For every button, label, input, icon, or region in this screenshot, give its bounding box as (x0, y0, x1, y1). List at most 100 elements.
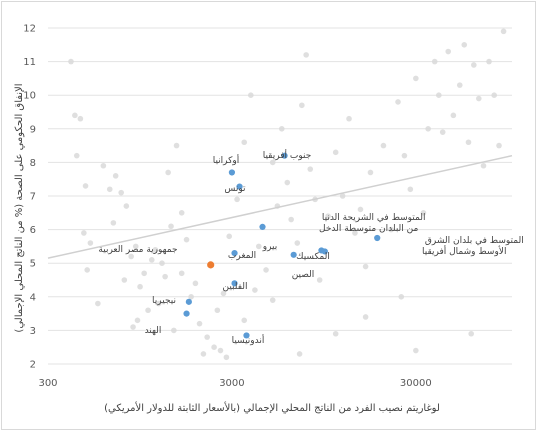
background-point-18 (137, 283, 143, 290)
point-1 (228, 169, 236, 176)
label-tunisia: تونس (224, 184, 246, 194)
background-point-33 (196, 320, 203, 327)
background-point-75 (445, 48, 452, 55)
trendline (47, 154, 513, 259)
background-point-49 (288, 216, 294, 223)
background-point-64 (380, 142, 387, 149)
y-axis-ticks: 2 3 4 5 6 7 8 9 10 11 12 (23, 24, 36, 371)
background-point-8 (95, 300, 101, 307)
background-point-66 (395, 99, 401, 105)
background-point-55 (316, 277, 323, 283)
background-point-91 (332, 330, 339, 337)
background-point-77 (456, 82, 463, 88)
background-point-65 (388, 226, 394, 233)
label-mena-average: المتوسط في بلدان الشرق الأوسط وشمال أفري… (422, 236, 524, 257)
background-point-7 (84, 267, 90, 273)
x-tick-3000: 3000 (219, 378, 244, 389)
background-point-53 (307, 166, 314, 172)
background-point-50 (294, 240, 301, 246)
label-egypt: جمهورية مصر العربية (98, 245, 177, 255)
background-point-71 (425, 126, 431, 132)
y-tick-9: 9 (30, 124, 36, 135)
background-point-17 (121, 277, 128, 283)
background-point-63 (367, 169, 374, 176)
background-point-13 (110, 220, 117, 226)
background-point-89 (398, 294, 405, 300)
background-point-84 (491, 92, 497, 98)
background-point-31 (183, 236, 190, 243)
background-point-23 (130, 324, 136, 330)
background-point-32 (192, 280, 199, 287)
background-point-22 (134, 317, 141, 324)
background-point-1 (72, 112, 78, 119)
y-tick-6: 6 (30, 225, 36, 236)
background-point-6 (87, 240, 94, 246)
label-south-africa: جنوب أفريقيا (263, 149, 312, 161)
x-tick-300: 300 (38, 378, 57, 389)
background-point-2 (77, 115, 84, 122)
background-point-73 (436, 92, 442, 98)
background-point-92 (296, 351, 303, 357)
background-point-60 (352, 230, 358, 236)
background-point-48 (284, 179, 291, 186)
background-point-39 (226, 233, 233, 240)
y-tick-7: 7 (30, 192, 36, 203)
background-point-3 (73, 152, 80, 159)
label-philippines: الفلبين (222, 282, 247, 292)
background-point-14 (123, 203, 130, 209)
background-point-5 (81, 230, 87, 236)
background-point-67 (401, 152, 408, 159)
point-8 (231, 250, 238, 257)
background-point-56 (325, 213, 331, 219)
y-tick-4: 4 (30, 292, 36, 303)
y-tick-2: 2 (30, 360, 36, 371)
background-point-93 (269, 297, 276, 303)
background-point-20 (148, 257, 155, 263)
background-point-40 (234, 196, 240, 203)
background-point-74 (439, 129, 446, 135)
background-point-81 (476, 95, 482, 102)
background-point-58 (339, 193, 346, 199)
background-point-26 (162, 273, 168, 280)
background-point-78 (461, 42, 468, 48)
label-nigeria: نيجيريا (152, 296, 176, 306)
background-point-4 (82, 183, 89, 189)
label-peru: بيرو (262, 242, 278, 252)
label-mena-line-2: الأوسط وشمال أفريقيا (422, 245, 506, 257)
background-point-34 (200, 351, 207, 357)
background-point-41 (241, 139, 248, 146)
background-point-16 (132, 243, 139, 250)
background-point-85 (496, 142, 502, 149)
background-point-101 (171, 327, 177, 334)
background-point-0 (68, 58, 74, 65)
y-tick-8: 8 (30, 158, 36, 169)
background-point-52 (303, 52, 309, 58)
background-point-72 (431, 58, 438, 65)
label-indonesia: أندونيسيا (232, 334, 265, 346)
background-point-82 (480, 162, 487, 169)
background-point-59 (346, 115, 352, 122)
y-tick-5: 5 (30, 259, 36, 270)
background-point-95 (241, 317, 248, 324)
point-9 (207, 261, 215, 269)
background-point-45 (269, 159, 276, 166)
x-axis-ticks: 300 3000 30000 (38, 378, 431, 389)
background-point-88 (413, 347, 419, 354)
background-point-79 (465, 139, 472, 146)
background-point-57 (332, 149, 339, 156)
background-point-96 (220, 290, 227, 297)
background-point-15 (128, 253, 134, 260)
background-point-68 (407, 186, 414, 193)
background-point-87 (468, 330, 474, 337)
y-tick-3: 3 (30, 326, 36, 337)
label-mena-line-1: المتوسط في بلدان الشرق (425, 236, 524, 246)
y-axis-title: الإنفاق الحكومي على الصحة (% من الناتج ا… (14, 83, 25, 332)
background-point-43 (255, 243, 262, 250)
background-point-42 (247, 92, 254, 98)
label-lmic-line-2: من البلدان متوسطة الدخل (319, 224, 418, 234)
point-5 (290, 251, 297, 258)
background-point-9 (100, 162, 107, 169)
